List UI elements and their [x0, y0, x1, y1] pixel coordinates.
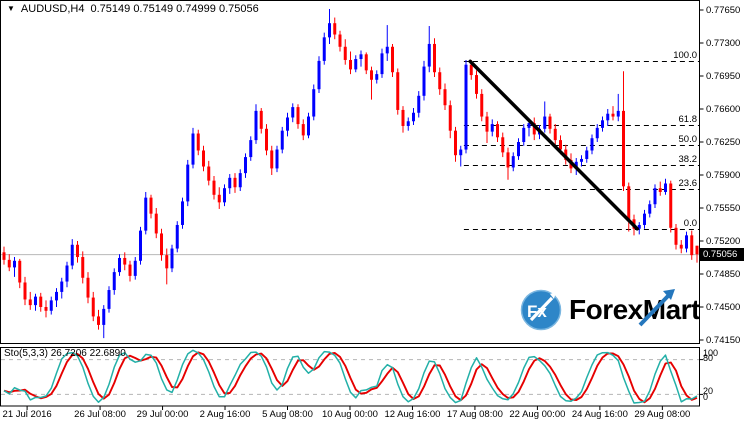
- time-axis-label: 21 Jul 2016: [2, 409, 52, 420]
- forexmart-logo-text: ForexMart: [569, 294, 700, 325]
- price-axis-label: 0.76250: [706, 136, 741, 148]
- indicator-value-signal: 22.6890: [89, 348, 126, 359]
- main-chart-border: [0, 0, 700, 344]
- stoch-signal-line: [3, 351, 698, 404]
- time-axis-label: 5 Aug 08:00: [262, 409, 313, 420]
- time-axis-label: 12 Aug 16:00: [384, 409, 441, 420]
- symbol-dropdown-icon[interactable]: ▼: [7, 4, 15, 13]
- current-price-tag: 0.75056: [700, 248, 744, 261]
- fib-label: 100.0: [673, 49, 697, 61]
- price-axis-label: 0.75550: [706, 202, 741, 214]
- chart-title: ▼ AUDUSD,H4 0.75149 0.75149 0.74999 0.7505…: [7, 3, 259, 15]
- price-axis-label: 0.74500: [706, 301, 741, 313]
- price-axis-label: 0.74850: [706, 268, 741, 280]
- forexmart-logo: Fx ForexMart: [518, 287, 700, 335]
- fib-label: 61.8: [678, 113, 698, 125]
- indicator-label: Sto(5,3,3) 26.7206 22.6890: [4, 348, 126, 359]
- price-axis-label: 0.75900: [706, 169, 741, 181]
- chart-title-symbol: AUDUSD,H4: [20, 3, 85, 15]
- stoch-axis-label: 20: [703, 386, 714, 396]
- fib-label: 50.0: [678, 133, 698, 145]
- price-axis-label: 0.76600: [706, 103, 741, 115]
- stoch-axis-label: 80: [703, 353, 714, 363]
- price-axis-label: 0.74150: [706, 334, 741, 346]
- indicator-value-main: 26.7206: [50, 348, 87, 359]
- indicator-panel-border: [0, 347, 700, 407]
- chart-title-quotes: 0.75149 0.75149 0.74999 0.75056: [90, 3, 259, 15]
- indicator-name: Sto(5,3,3): [4, 348, 48, 359]
- time-axis-label: 22 Aug 00:00: [509, 409, 566, 420]
- forexmart-logo-mark-icon: Fx: [520, 289, 562, 331]
- time-axis-label: 10 Aug 00:00: [321, 409, 378, 420]
- time-axis-label: 24 Aug 16:00: [571, 409, 628, 420]
- price-axis-label: 0.75200: [706, 235, 741, 247]
- stoch-main-line: [3, 349, 698, 404]
- stoch-axis-label: 0: [703, 392, 709, 402]
- candlestick-group: [2, 9, 699, 339]
- time-axis-label: 17 Aug 08:00: [446, 409, 503, 420]
- fib-label: 23.6: [678, 177, 698, 189]
- time-axis-label: 29 Aug 08:00: [634, 409, 691, 420]
- price-axis-label: 0.77300: [706, 37, 741, 49]
- time-axis-label: 26 Jul 08:00: [74, 409, 126, 420]
- price-axis-label: 0.76950: [706, 70, 741, 82]
- time-axis-label: 2 Aug 16:00: [199, 409, 251, 420]
- fib-label: 38.2: [678, 153, 698, 165]
- stoch-axis-label: 100: [703, 348, 719, 358]
- price-axis-label: 0.77650: [706, 4, 741, 16]
- fib-label: 0.0: [683, 217, 697, 229]
- trend-line[interactable]: [468, 59, 639, 231]
- time-axis-label: 29 Jul 00:00: [136, 409, 189, 420]
